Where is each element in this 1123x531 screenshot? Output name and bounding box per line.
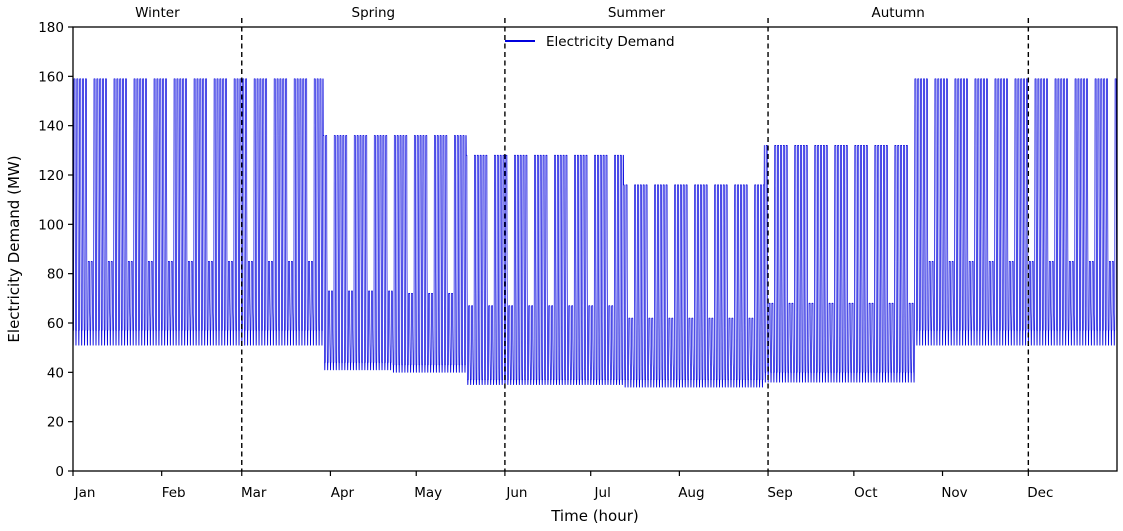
- season-label: Summer: [608, 5, 666, 21]
- x-tick-label: Feb: [162, 485, 186, 501]
- demand-series-line: [72, 78, 1118, 388]
- season-label: Autumn: [872, 5, 925, 21]
- x-tick-label: Aug: [678, 485, 704, 501]
- season-layer: Winter Spring Summer Autumn: [135, 5, 1030, 471]
- x-tick-label: Mar: [241, 485, 267, 501]
- y-tick-label: 0: [55, 464, 64, 480]
- y-tick-label: 100: [38, 217, 64, 233]
- plot-frame: [72, 26, 1118, 472]
- y-tick-label: 60: [47, 316, 64, 332]
- y-axis-label: Electricity Demand (MW): [5, 155, 23, 342]
- y-tick-label: 120: [38, 168, 64, 184]
- series-layer: [72, 78, 1118, 388]
- y-tick-label: 140: [38, 119, 64, 135]
- y-tick-label: 20: [47, 415, 64, 431]
- x-axis-label: Time (hour): [550, 507, 639, 525]
- y-tick-label: 40: [47, 365, 64, 381]
- y-axis: 0 20 40 60 80 100 120 140 160 180: [38, 20, 73, 480]
- y-tick-label: 160: [38, 69, 64, 85]
- x-tick-label: Jul: [594, 485, 611, 501]
- x-tick-label: Oct: [854, 485, 877, 501]
- x-tick-label: Nov: [941, 485, 967, 501]
- y-tick-label: 180: [38, 20, 64, 36]
- legend-label: Electricity Demand: [546, 34, 675, 50]
- legend: Electricity Demand: [505, 34, 675, 50]
- x-tick-label: Jan: [74, 485, 96, 501]
- x-tick-label: Apr: [331, 485, 355, 501]
- x-tick-label: Sep: [767, 485, 792, 501]
- x-tick-label: Dec: [1027, 485, 1053, 501]
- x-tick-label: May: [414, 485, 442, 501]
- season-label: Spring: [352, 5, 396, 21]
- x-axis: Jan Feb Mar Apr May Jun Jul Aug Sep Oct Nov Dec: [72, 471, 1053, 501]
- season-label: Winter: [135, 5, 180, 21]
- x-tick-label: Jun: [505, 485, 527, 501]
- y-tick-label: 80: [47, 267, 64, 283]
